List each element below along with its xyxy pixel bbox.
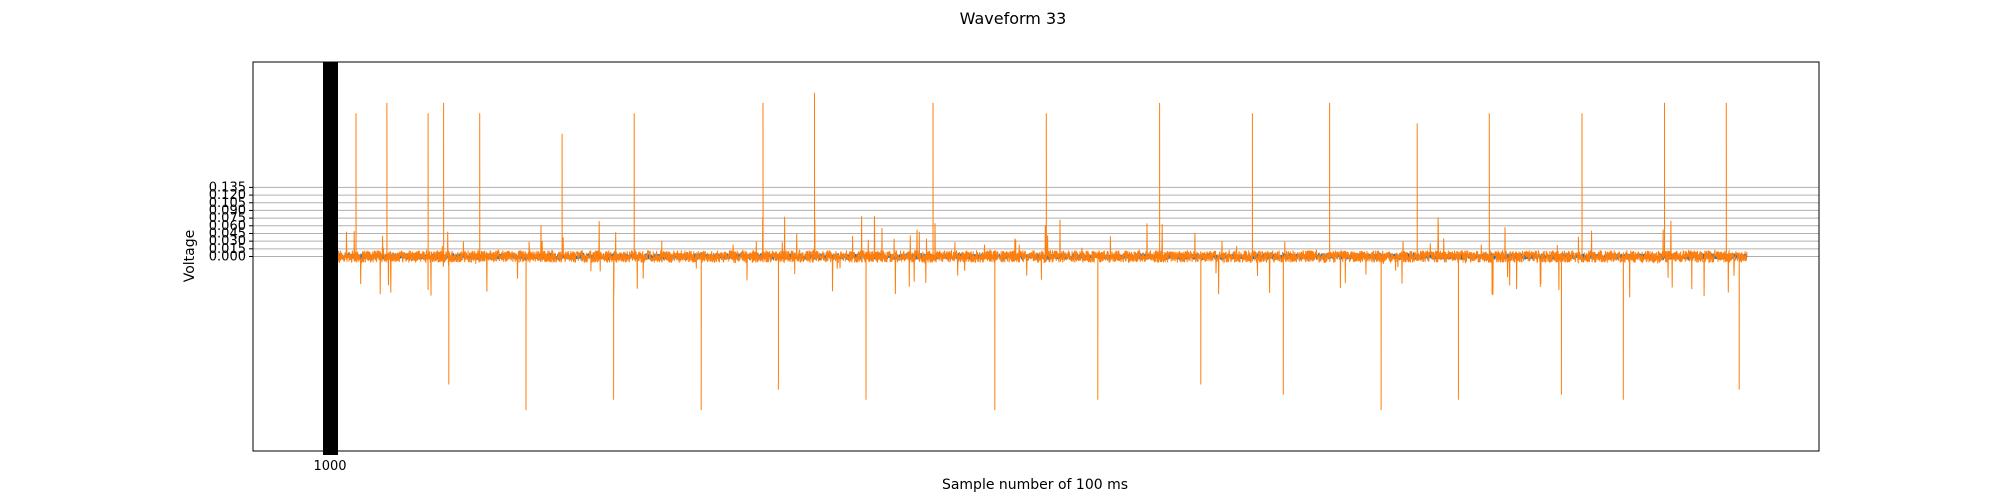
- x-tick-marker: [323, 62, 338, 455]
- grid-lines: [253, 186, 1819, 257]
- y-tick-label: 0.030: [209, 234, 246, 249]
- chart-title: Waveform 33: [960, 9, 1067, 28]
- y-tick-label: 0.120: [209, 188, 246, 203]
- series-layer: [324, 92, 1748, 411]
- x-tick-label: 1000: [313, 459, 346, 474]
- y-tick-label: 0.105: [209, 196, 246, 211]
- y-tick-label: 0.045: [209, 226, 246, 241]
- y-tick-label: 0.075: [209, 211, 246, 226]
- y-tick-label: 0.090: [209, 203, 246, 218]
- y-tick-label: 0.015: [209, 242, 246, 257]
- x-axis-label: Sample number of 100 ms: [942, 477, 1128, 493]
- y-tick-label: 0.060: [209, 219, 246, 234]
- y-ticks: 0.0000.0150.0300.0450.0600.0750.0900.105…: [209, 180, 253, 265]
- series-line-2: [324, 92, 1748, 411]
- y-axis-label: Voltage: [182, 230, 198, 283]
- y-tick-label: 0.000: [209, 250, 246, 265]
- y-tick-label: 0.135: [209, 180, 246, 195]
